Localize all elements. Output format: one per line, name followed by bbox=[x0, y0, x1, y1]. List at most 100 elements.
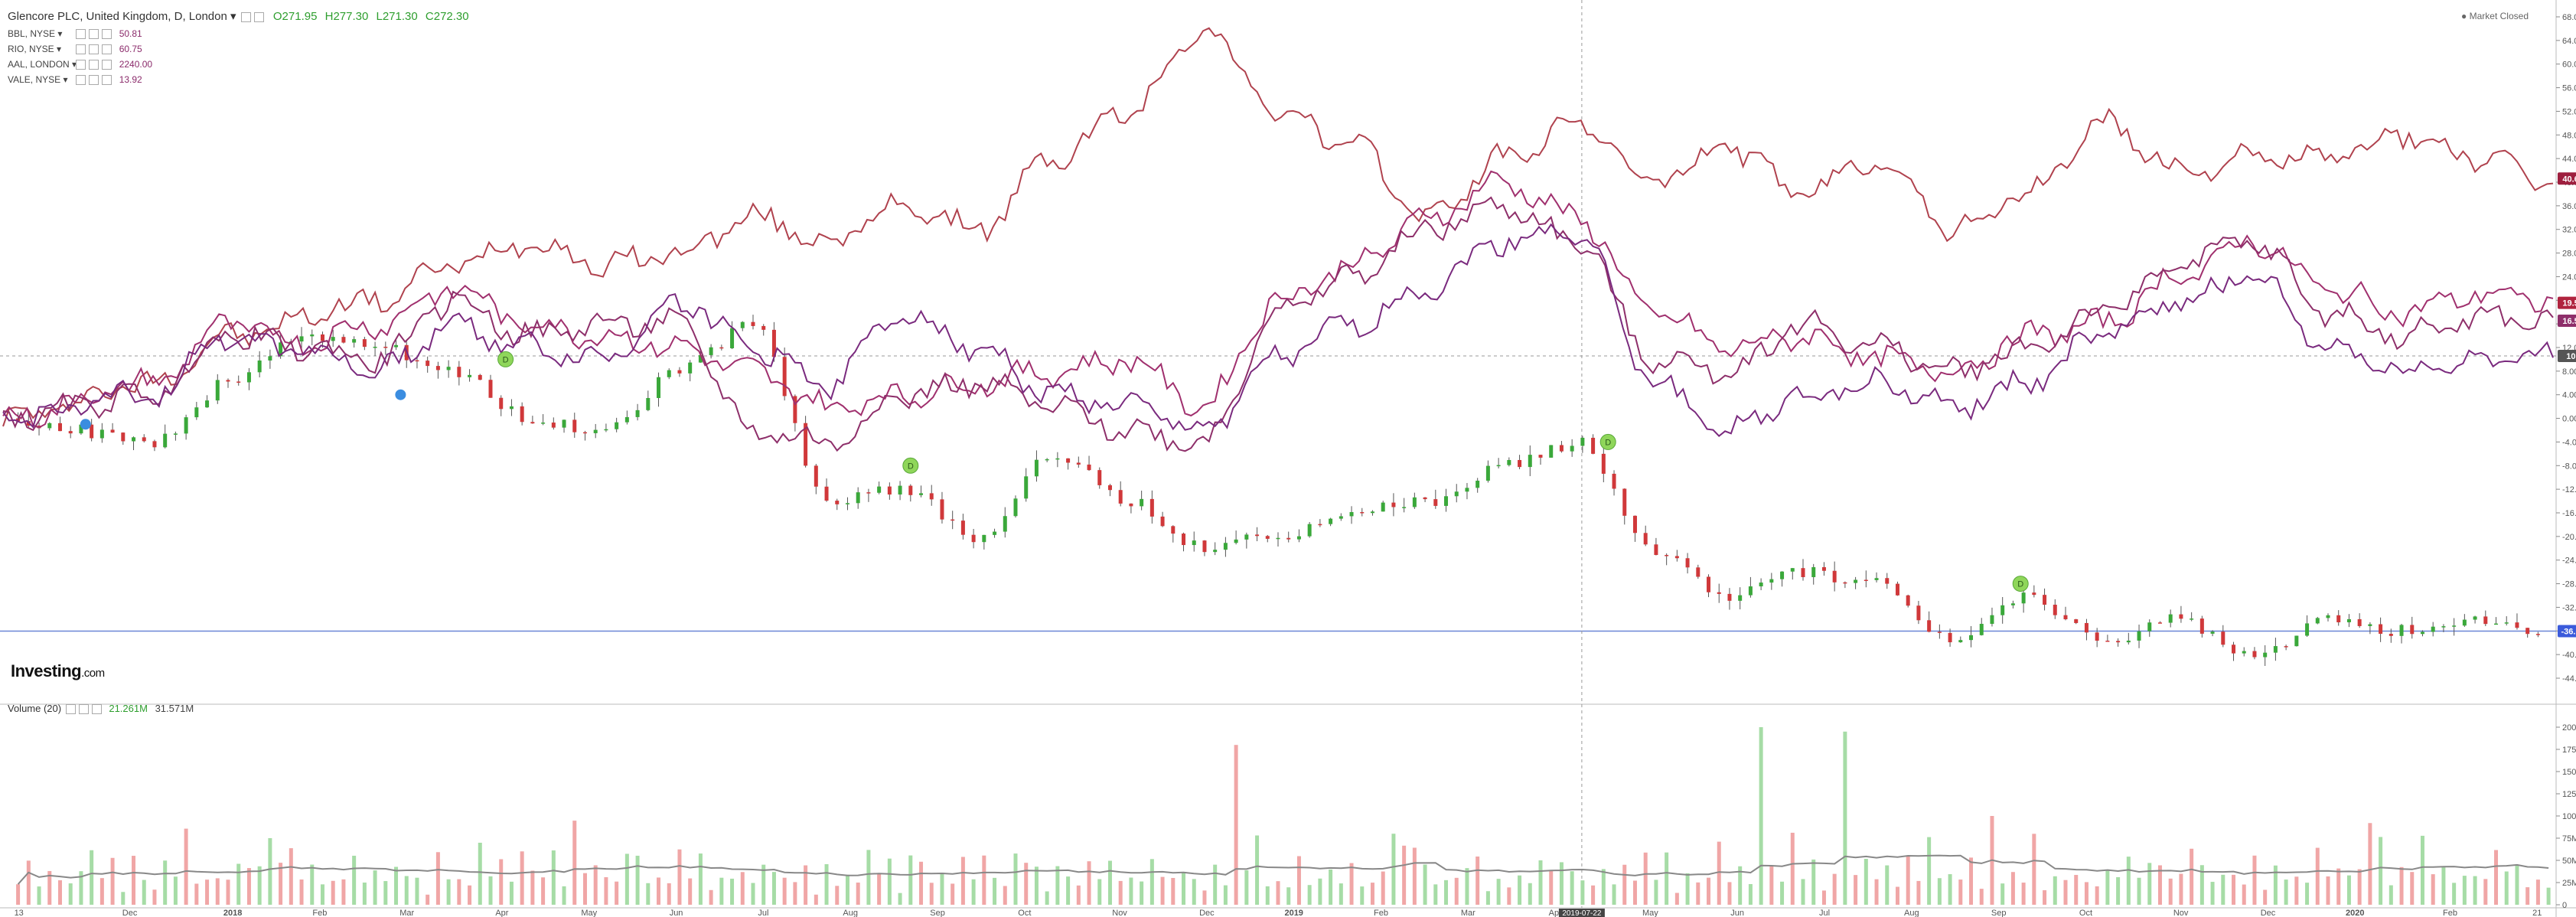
volume-bar bbox=[2346, 875, 2351, 905]
legend-label: RIO, NYSE bbox=[8, 44, 54, 54]
x-tick-label: Feb bbox=[2443, 909, 2457, 917]
candle-body bbox=[1171, 526, 1176, 534]
candle-body bbox=[1538, 455, 1543, 458]
legend-item-bbl[interactable]: BBL, NYSE ▾ 50.81 bbox=[8, 28, 142, 40]
settings-icon[interactable] bbox=[78, 704, 89, 715]
volume-bar bbox=[1496, 879, 1501, 905]
volume-bar bbox=[415, 877, 419, 905]
close-icon[interactable] bbox=[102, 29, 112, 40]
x-tick-label: Dec bbox=[122, 909, 138, 917]
x-tick-label: Apr bbox=[1549, 909, 1562, 917]
candle-body bbox=[1465, 488, 1469, 492]
settings-icon[interactable] bbox=[89, 29, 99, 40]
eye-icon[interactable] bbox=[76, 44, 86, 55]
candle-body bbox=[2053, 605, 2057, 615]
volume-bar bbox=[37, 886, 41, 905]
eye-icon[interactable] bbox=[65, 704, 76, 715]
candle-body bbox=[1475, 480, 1480, 488]
series-line-bbl bbox=[2, 196, 2554, 452]
candle-body bbox=[1895, 583, 1899, 596]
crosshair-date-label: 2019-07-22 bbox=[1562, 909, 1602, 917]
volume-bar bbox=[2504, 871, 2509, 905]
last-value-box bbox=[2558, 296, 2576, 309]
close-icon[interactable] bbox=[102, 60, 112, 70]
close-icon[interactable] bbox=[102, 44, 112, 55]
volume-bar bbox=[1570, 871, 1574, 905]
volume-bar bbox=[1748, 883, 1753, 905]
settings-icon[interactable] bbox=[89, 75, 99, 86]
volume-tick-label: 175M bbox=[2562, 746, 2576, 755]
candle-body bbox=[1885, 578, 1890, 584]
volume-bar bbox=[2420, 835, 2424, 905]
legend-item-vale[interactable]: VALE, NYSE ▾ 13.92 bbox=[8, 74, 142, 86]
eye-icon[interactable] bbox=[76, 29, 86, 40]
candle-body bbox=[1307, 524, 1312, 537]
candle-body bbox=[2368, 624, 2372, 626]
candle-body bbox=[173, 433, 178, 435]
volume-bar bbox=[2305, 883, 2310, 905]
volume-bar bbox=[866, 850, 871, 905]
volume-bar bbox=[2210, 882, 2215, 905]
volume-bar bbox=[331, 880, 335, 905]
volume-header: Volume (20) 21.261M 31.571M bbox=[8, 703, 194, 715]
x-tick-label: Dec bbox=[2261, 909, 2276, 917]
candle-body bbox=[804, 423, 808, 466]
settings-icon[interactable] bbox=[253, 11, 264, 22]
volume-bar bbox=[1149, 859, 1154, 905]
candle-body bbox=[1601, 453, 1606, 474]
eye-icon[interactable] bbox=[240, 11, 251, 22]
volume-bar bbox=[1632, 880, 1637, 905]
close-icon[interactable] bbox=[91, 704, 102, 715]
volume-bar bbox=[793, 882, 797, 905]
volume-bar bbox=[1339, 883, 1343, 905]
candle-body bbox=[2116, 641, 2121, 643]
x-tick-label: Aug bbox=[843, 909, 858, 917]
instrument-title[interactable]: Glencore PLC, United Kingdom, D, London bbox=[8, 10, 227, 23]
volume-bar bbox=[1906, 856, 1910, 905]
volume-bar bbox=[2190, 848, 2194, 905]
volume-bar bbox=[615, 881, 619, 905]
candle-body bbox=[1801, 568, 1805, 577]
x-tick-label: 2018 bbox=[223, 909, 242, 917]
volume-bar bbox=[1055, 866, 1060, 905]
volume-bar bbox=[1234, 745, 1238, 905]
volume-bar bbox=[1412, 847, 1417, 905]
legend-label: VALE, NYSE bbox=[8, 74, 61, 85]
candle-body bbox=[2242, 651, 2246, 654]
settings-icon[interactable] bbox=[89, 44, 99, 55]
volume-bar bbox=[1780, 881, 1785, 905]
volume-bar bbox=[2273, 865, 2278, 905]
volume-bar bbox=[1107, 860, 1112, 905]
close-icon[interactable] bbox=[102, 75, 112, 86]
x-tick-label: Feb bbox=[1374, 909, 1388, 917]
volume-bar bbox=[1296, 856, 1301, 905]
candle-body bbox=[1727, 593, 1732, 601]
candle-body bbox=[1412, 497, 1417, 507]
market-status: ● Market Closed bbox=[2461, 11, 2529, 21]
candle-body bbox=[1937, 631, 1942, 633]
chevron-down-icon[interactable]: ▾ bbox=[230, 10, 236, 23]
volume-bar bbox=[1591, 885, 1596, 905]
candle-body bbox=[866, 492, 871, 494]
candle-body bbox=[1118, 490, 1123, 504]
settings-icon[interactable] bbox=[89, 60, 99, 70]
volume-bar bbox=[2199, 865, 2204, 905]
y-tick-label: -44.00% bbox=[2562, 674, 2576, 684]
candle-body bbox=[142, 437, 146, 442]
candle-body bbox=[1433, 499, 1438, 506]
volume-bar bbox=[488, 876, 493, 905]
legend-item-aal[interactable]: AAL, LONDON ▾ 2240.00 bbox=[8, 59, 153, 70]
volume-bar bbox=[1622, 864, 1627, 905]
candle-body bbox=[2157, 622, 2162, 624]
volume-label[interactable]: Volume (20) bbox=[8, 703, 62, 714]
eye-icon[interactable] bbox=[76, 60, 86, 70]
volume-bar bbox=[646, 883, 651, 905]
candle-body bbox=[719, 347, 724, 349]
volume-bar bbox=[1360, 886, 1365, 905]
legend-item-rio[interactable]: RIO, NYSE ▾ 60.75 bbox=[8, 44, 142, 55]
volume-bar bbox=[142, 879, 146, 905]
candle-body bbox=[2535, 634, 2540, 635]
volume-bar bbox=[604, 877, 608, 905]
eye-icon[interactable] bbox=[76, 75, 86, 86]
